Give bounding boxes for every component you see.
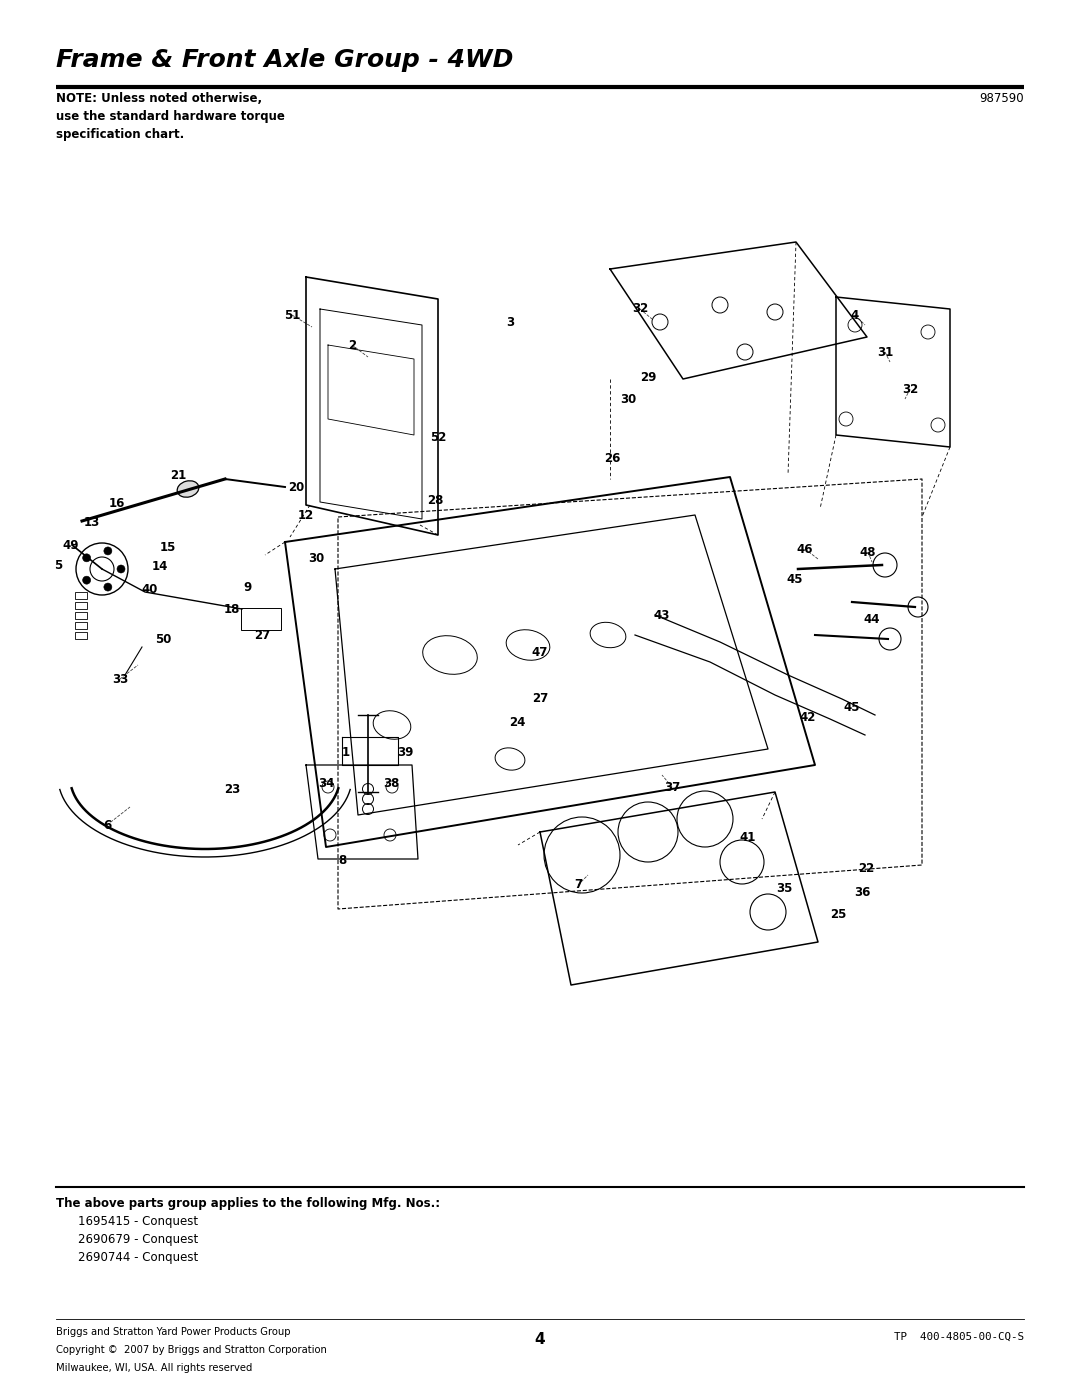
Text: 28: 28 — [427, 495, 443, 507]
Text: Frame & Front Axle Group - 4WD: Frame & Front Axle Group - 4WD — [56, 47, 513, 73]
Text: 38: 38 — [382, 777, 400, 789]
Text: 48: 48 — [860, 545, 876, 559]
Bar — [75, 622, 87, 629]
Text: 35: 35 — [775, 883, 793, 895]
Text: 13: 13 — [84, 515, 100, 528]
Text: 987590: 987590 — [980, 92, 1024, 105]
Text: 30: 30 — [308, 552, 324, 566]
Text: 43: 43 — [653, 609, 671, 622]
Text: 25: 25 — [829, 908, 847, 922]
Text: 34: 34 — [318, 777, 334, 789]
Text: NOTE: Unless noted otherwise,
use the standard hardware torque
specification cha: NOTE: Unless noted otherwise, use the st… — [56, 92, 285, 141]
Text: 16: 16 — [109, 496, 125, 510]
Bar — [75, 612, 87, 619]
Text: 44: 44 — [864, 612, 880, 626]
Text: 4: 4 — [535, 1331, 545, 1347]
Text: 49: 49 — [63, 538, 79, 552]
Text: 2690744 - Conquest: 2690744 - Conquest — [78, 1250, 199, 1264]
Text: 24: 24 — [509, 715, 525, 728]
Circle shape — [83, 576, 91, 584]
Text: 1: 1 — [342, 746, 350, 759]
Text: 31: 31 — [877, 345, 893, 359]
Text: 45: 45 — [786, 573, 804, 585]
Text: 9: 9 — [244, 581, 252, 594]
Text: Copyright ©  2007 by Briggs and Stratton Corporation: Copyright © 2007 by Briggs and Stratton … — [56, 1345, 327, 1355]
Circle shape — [104, 548, 112, 555]
Text: 42: 42 — [800, 711, 816, 724]
Bar — [75, 631, 87, 638]
Text: 51: 51 — [284, 309, 300, 321]
Text: 33: 33 — [112, 672, 129, 686]
Text: 32: 32 — [632, 303, 648, 316]
Text: 2: 2 — [348, 338, 356, 352]
Text: 2690679 - Conquest: 2690679 - Conquest — [78, 1234, 199, 1246]
Text: 30: 30 — [620, 393, 636, 405]
Text: 46: 46 — [797, 542, 813, 556]
Text: 27: 27 — [254, 629, 270, 641]
Text: 47: 47 — [531, 645, 549, 658]
Text: 39: 39 — [396, 746, 414, 759]
Text: 1695415 - Conquest: 1695415 - Conquest — [78, 1215, 198, 1228]
Text: Milwaukee, WI, USA. All rights reserved: Milwaukee, WI, USA. All rights reserved — [56, 1363, 253, 1373]
Circle shape — [117, 564, 125, 573]
Text: 15: 15 — [160, 541, 176, 553]
Text: 18: 18 — [224, 602, 240, 616]
Text: 5: 5 — [54, 559, 63, 571]
Text: 23: 23 — [224, 782, 240, 795]
Text: 6: 6 — [103, 819, 111, 831]
Text: 20: 20 — [288, 481, 305, 493]
Text: 41: 41 — [740, 830, 756, 844]
Text: 26: 26 — [604, 453, 620, 465]
Text: 21: 21 — [170, 468, 186, 482]
Text: The above parts group applies to the following Mfg. Nos.:: The above parts group applies to the fol… — [56, 1197, 441, 1210]
Circle shape — [83, 553, 91, 562]
Text: 52: 52 — [430, 430, 446, 443]
Text: 37: 37 — [664, 781, 680, 793]
Circle shape — [104, 583, 112, 591]
Ellipse shape — [177, 481, 199, 497]
Text: 3: 3 — [505, 316, 514, 328]
Text: 40: 40 — [141, 583, 158, 595]
Bar — [75, 602, 87, 609]
Text: 7: 7 — [573, 879, 582, 891]
Text: Briggs and Stratton Yard Power Products Group: Briggs and Stratton Yard Power Products … — [56, 1327, 291, 1337]
Text: 12: 12 — [298, 509, 314, 521]
Text: 8: 8 — [338, 855, 346, 868]
Text: 50: 50 — [154, 633, 172, 645]
Text: 27: 27 — [531, 693, 549, 705]
Bar — [75, 592, 87, 599]
Text: 14: 14 — [152, 560, 168, 574]
Text: 22: 22 — [858, 862, 874, 876]
Text: 4: 4 — [851, 309, 859, 321]
Text: 29: 29 — [639, 370, 657, 384]
Text: 32: 32 — [902, 383, 918, 395]
Text: 36: 36 — [854, 887, 870, 900]
Text: 45: 45 — [843, 700, 861, 714]
Text: TP  400-4805-00-CQ-S: TP 400-4805-00-CQ-S — [894, 1331, 1024, 1343]
